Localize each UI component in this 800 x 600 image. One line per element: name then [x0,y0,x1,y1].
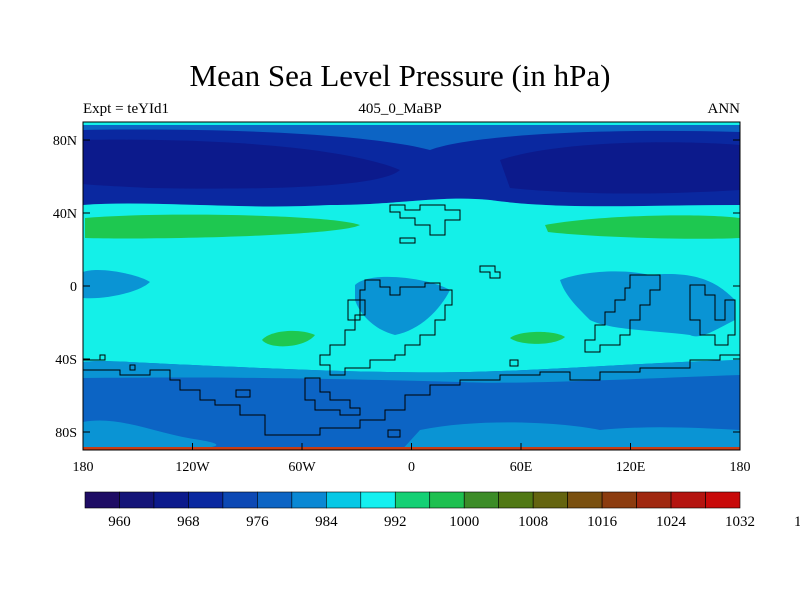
antarctic-patch-east [401,422,740,450]
experiment-label: Expt = teYId1 [83,101,169,117]
coastlines [83,204,740,438]
equatorial-low-africa [355,276,450,335]
northern-low-core-east [500,142,740,194]
lon-tick-label: 120W [175,460,210,475]
colorbar-swatch [670,491,706,509]
colorbar-swatch [326,491,362,509]
colorbar-swatch [84,491,120,509]
lat-tick-label: 80N [53,134,77,149]
colorbar-swatch [360,491,396,509]
lon-tick-label: 60W [288,460,316,475]
colorbar-label: 968 [177,514,200,530]
colorbar-swatch [188,491,224,509]
colorbar-label: 984 [315,514,338,530]
colorbar-label: 1016 [587,514,618,530]
time-label: 405_0_MaBP [358,101,442,117]
north-high-east [545,215,740,239]
latitude-axis: 80N 40N 0 40S 80S [53,134,740,441]
lon-tick-label: 180 [730,460,751,475]
antarctic-patch-west [83,420,217,450]
colorbar-label: 1032 [725,514,755,530]
colorbar-label: 960 [108,514,131,530]
lon-tick-label: 120E [616,460,646,475]
colorbar-swatch [222,491,258,509]
colorbar-label: 976 [246,514,269,530]
colorbar-swatch [567,491,603,509]
equatorial-low-west [83,270,150,299]
northern-low-core-west [83,139,400,189]
lat-tick-label: 40N [53,207,77,222]
colorbar-swatch [601,491,637,509]
map-title: Mean Sea Level Pressure (in hPa) [189,58,611,93]
season-label: ANN [707,101,741,117]
colorbar-swatch [636,491,672,509]
colorbar-swatch [291,491,327,509]
colorbar-swatch [153,491,189,509]
colorbar-swatch [257,491,293,509]
colorbar-swatch [705,491,741,509]
lon-tick-label: 60E [510,460,533,475]
south-high-west [262,330,315,347]
longitude-axis: 180 120W 60W 0 60E 120E 180 [73,443,751,475]
lon-tick-label: 180 [73,460,94,475]
lat-tick-label: 40S [55,353,77,368]
south-high-east [510,331,565,344]
colorbar-label: 1008 [518,514,548,530]
southern-transition [83,360,740,383]
colorbar-label: 992 [384,514,407,530]
colorbar-label: 1024 [656,514,687,530]
colorbar-swatch [532,491,568,509]
colorbar-label: 1040 [794,514,800,530]
lat-tick-label: 0 [70,280,77,295]
lat-tick-label: 80S [55,426,77,441]
north-high-west [85,214,360,239]
colorbar-label: 1000 [449,514,479,530]
polar-cap-band [83,122,740,125]
lon-tick-label: 0 [408,460,415,475]
colorbar: 960 968 976 984 992 1000 1008 1016 1024 1032 1040 [84,491,800,530]
pressure-field [83,122,740,450]
colorbar-swatch [394,491,431,509]
colorbar-swatch [119,491,155,509]
colorbar-swatch [463,491,499,509]
colorbar-swatch [429,491,465,509]
colorbar-swatch [498,491,534,509]
